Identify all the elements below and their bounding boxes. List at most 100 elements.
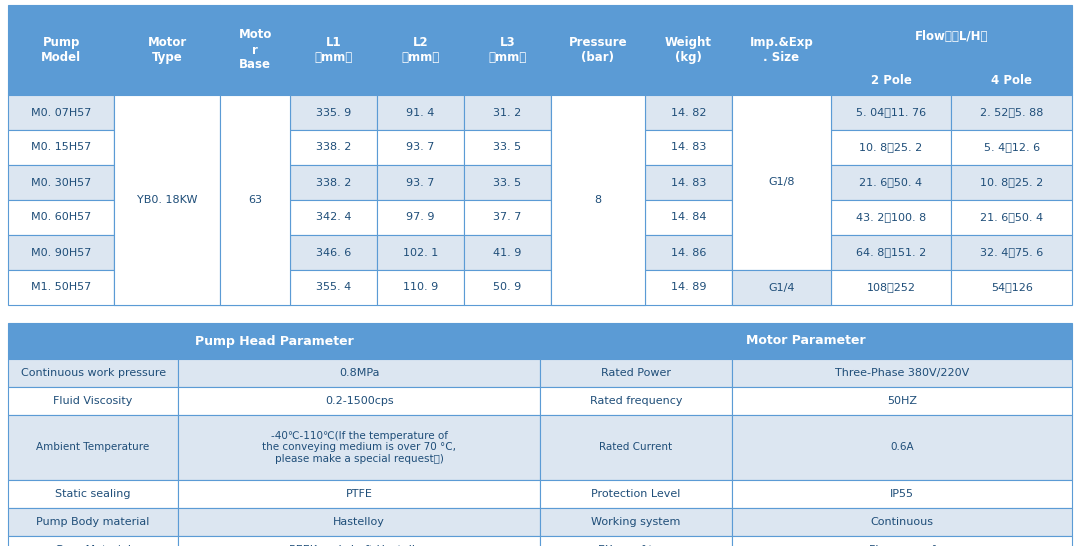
- Text: Motor Parameter: Motor Parameter: [746, 335, 866, 347]
- Text: Pump Head Parameter: Pump Head Parameter: [194, 335, 353, 347]
- Text: Weight
(kg): Weight (kg): [665, 36, 712, 64]
- Bar: [178, 387, 540, 415]
- Bar: [551, 200, 645, 235]
- Bar: [114, 95, 220, 305]
- Bar: [731, 536, 1072, 546]
- Text: Pump Body material: Pump Body material: [37, 517, 150, 527]
- Text: 33. 5: 33. 5: [494, 143, 522, 152]
- Bar: [220, 165, 291, 200]
- Text: Flame proof: Flame proof: [868, 545, 935, 546]
- Text: Imp.&Exp
. Size: Imp.&Exp . Size: [750, 36, 813, 64]
- Bar: [464, 165, 551, 200]
- Text: Ambient Temperature: Ambient Temperature: [37, 442, 150, 453]
- Text: 93. 7: 93. 7: [406, 177, 435, 187]
- Bar: [551, 130, 645, 165]
- Bar: [645, 200, 732, 235]
- Text: Gear Material: Gear Material: [55, 545, 131, 546]
- Text: 342. 4: 342. 4: [316, 212, 351, 223]
- Text: EX proof type: EX proof type: [598, 545, 674, 546]
- Bar: [951, 200, 1072, 235]
- Bar: [8, 95, 114, 130]
- Bar: [732, 235, 831, 270]
- Text: Pump
Model: Pump Model: [41, 36, 81, 64]
- Text: 346. 6: 346. 6: [316, 247, 351, 258]
- Bar: [540, 508, 731, 536]
- Text: 14. 89: 14. 89: [671, 282, 706, 293]
- Bar: [540, 323, 1072, 359]
- Text: 37. 7: 37. 7: [494, 212, 522, 223]
- Bar: [114, 235, 220, 270]
- Text: -40℃-110℃(If the temperature of
the conveying medium is over 70 °C,
please make : -40℃-110℃(If the temperature of the conv…: [262, 431, 456, 464]
- Text: 14. 83: 14. 83: [671, 177, 706, 187]
- Bar: [220, 5, 291, 95]
- Text: 110. 9: 110. 9: [403, 282, 438, 293]
- Bar: [551, 95, 645, 130]
- Text: Continuous: Continuous: [870, 517, 933, 527]
- Bar: [551, 235, 645, 270]
- Bar: [114, 130, 220, 165]
- Bar: [8, 270, 114, 305]
- Text: 14. 84: 14. 84: [671, 212, 706, 223]
- Text: PEEK and shaft Hastelloy: PEEK and shaft Hastelloy: [289, 545, 429, 546]
- Bar: [377, 200, 464, 235]
- Bar: [540, 415, 731, 480]
- Text: 41. 9: 41. 9: [494, 247, 522, 258]
- Text: Fluid Viscosity: Fluid Viscosity: [53, 396, 133, 406]
- Bar: [645, 270, 732, 305]
- Text: Rated frequency: Rated frequency: [590, 396, 681, 406]
- Text: 5. 4～12. 6: 5. 4～12. 6: [984, 143, 1040, 152]
- Text: Motor
Type: Motor Type: [148, 36, 187, 64]
- Bar: [732, 270, 831, 305]
- Bar: [114, 165, 220, 200]
- Bar: [291, 270, 377, 305]
- Text: 63: 63: [248, 195, 262, 205]
- Bar: [8, 536, 178, 546]
- Bar: [731, 415, 1072, 480]
- Bar: [540, 359, 731, 387]
- Text: 10. 8～25. 2: 10. 8～25. 2: [980, 177, 1043, 187]
- Bar: [220, 95, 291, 130]
- Text: 93. 7: 93. 7: [406, 143, 435, 152]
- Bar: [551, 270, 645, 305]
- Bar: [291, 200, 377, 235]
- Bar: [464, 5, 551, 95]
- Bar: [377, 270, 464, 305]
- Bar: [551, 95, 645, 305]
- Bar: [464, 235, 551, 270]
- Bar: [732, 95, 831, 130]
- Bar: [551, 5, 645, 95]
- Bar: [291, 235, 377, 270]
- Bar: [732, 95, 831, 270]
- Text: Rated Power: Rated Power: [600, 368, 671, 378]
- Text: 21. 6～50. 4: 21. 6～50. 4: [981, 212, 1043, 223]
- Bar: [114, 200, 220, 235]
- Text: 32. 4～75. 6: 32. 4～75. 6: [980, 247, 1043, 258]
- Bar: [464, 200, 551, 235]
- Bar: [114, 5, 220, 95]
- Bar: [178, 480, 540, 508]
- Bar: [464, 130, 551, 165]
- Bar: [951, 130, 1072, 165]
- Bar: [731, 508, 1072, 536]
- Text: 43. 2～100. 8: 43. 2～100. 8: [856, 212, 927, 223]
- Bar: [220, 200, 291, 235]
- Text: Hastelloy: Hastelloy: [334, 517, 386, 527]
- Text: 14. 82: 14. 82: [671, 108, 706, 117]
- Bar: [8, 480, 178, 508]
- Text: 50. 9: 50. 9: [494, 282, 522, 293]
- Text: 2. 52～5. 88: 2. 52～5. 88: [980, 108, 1043, 117]
- Bar: [831, 270, 951, 305]
- Text: 50HZ: 50HZ: [887, 396, 917, 406]
- Bar: [732, 165, 831, 200]
- Bar: [178, 508, 540, 536]
- Text: 54～126: 54～126: [990, 282, 1032, 293]
- Bar: [831, 67, 951, 95]
- Bar: [731, 359, 1072, 387]
- Text: 33. 5: 33. 5: [494, 177, 522, 187]
- Text: L3
（mm）: L3 （mm）: [488, 36, 527, 64]
- Bar: [8, 508, 178, 536]
- Text: 108～252: 108～252: [866, 282, 916, 293]
- Text: 97. 9: 97. 9: [406, 212, 435, 223]
- Text: 0.2-1500cps: 0.2-1500cps: [325, 396, 393, 406]
- Text: 102. 1: 102. 1: [403, 247, 438, 258]
